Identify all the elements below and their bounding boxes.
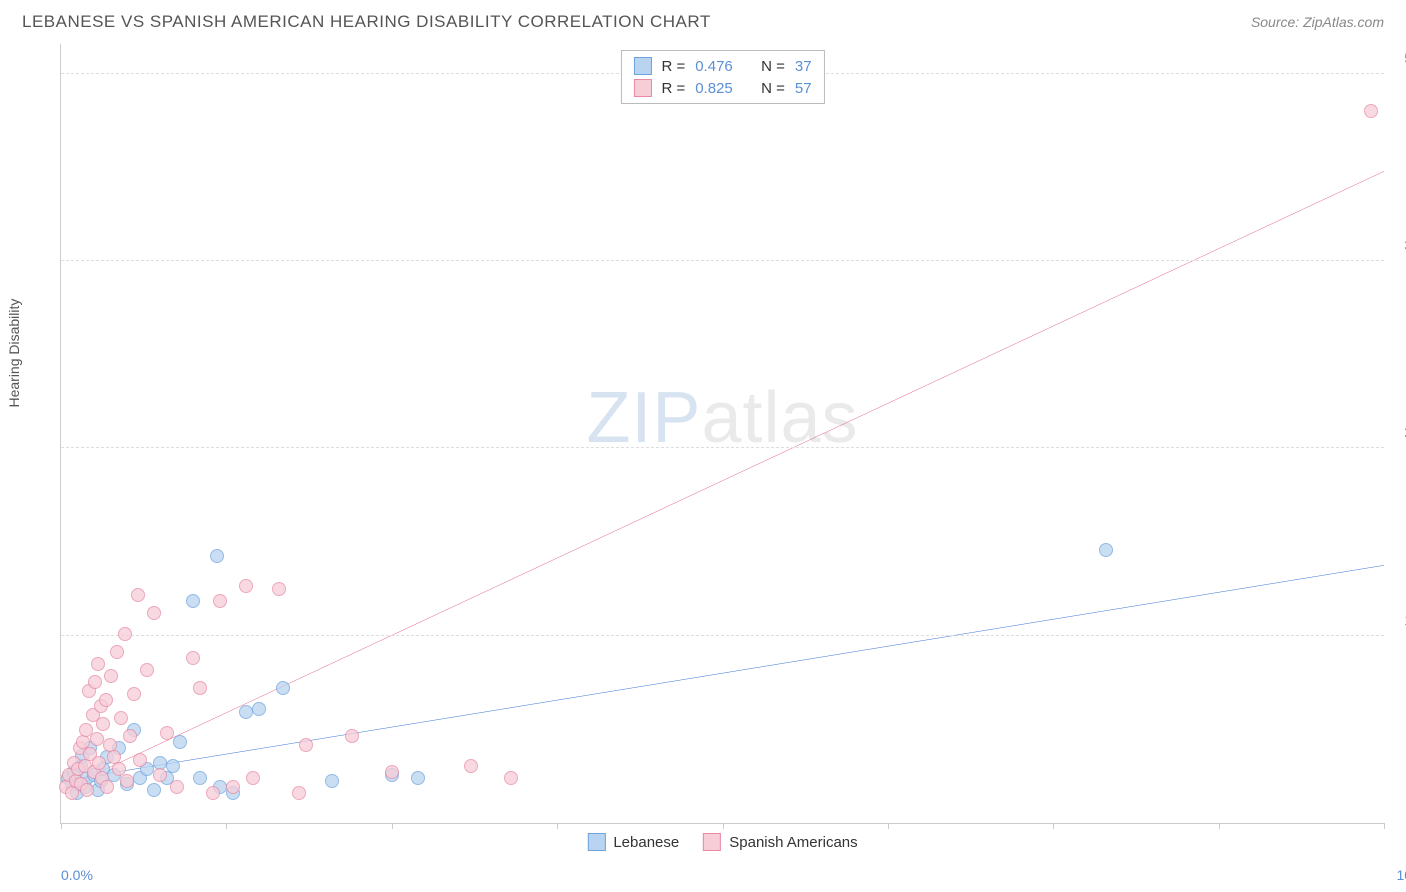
gridline: [61, 260, 1384, 261]
chart-title: LEBANESE VS SPANISH AMERICAN HEARING DIS…: [22, 12, 711, 32]
scatter-point: [206, 786, 220, 800]
scatter-point: [147, 783, 161, 797]
n-value-series2: 57: [795, 80, 812, 97]
x-tick: [1384, 823, 1385, 829]
legend-label-series1: Lebanese: [613, 834, 679, 851]
chart-header: LEBANESE VS SPANISH AMERICAN HEARING DIS…: [0, 0, 1406, 40]
chart-source: Source: ZipAtlas.com: [1251, 14, 1384, 30]
watermark-part2: atlas: [701, 378, 858, 458]
trend-line: [61, 565, 1384, 781]
scatter-point: [140, 663, 154, 677]
scatter-point: [120, 774, 134, 788]
x-tick: [392, 823, 393, 829]
gridline: [61, 635, 1384, 636]
scatter-point: [385, 765, 399, 779]
x-tick-label-min: 0.0%: [61, 867, 93, 883]
legend-swatch-series1: [633, 57, 651, 75]
legend-stats: R = 0.476 N = 37 R = 0.825 N = 57: [620, 50, 824, 104]
scatter-point: [325, 774, 339, 788]
legend-label-series2: Spanish Americans: [729, 834, 857, 851]
scatter-point: [104, 669, 118, 683]
scatter-point: [92, 756, 106, 770]
plot-area: ZIPatlas R = 0.476 N = 37 R = 0.825 N = …: [60, 44, 1384, 824]
scatter-point: [239, 705, 253, 719]
x-tick: [557, 823, 558, 829]
chart-container: Hearing Disability ZIPatlas R = 0.476 N …: [22, 44, 1384, 864]
scatter-point: [118, 627, 132, 641]
scatter-point: [193, 681, 207, 695]
scatter-point: [127, 687, 141, 701]
scatter-point: [186, 651, 200, 665]
scatter-point: [123, 729, 137, 743]
scatter-point: [99, 693, 113, 707]
scatter-point: [133, 753, 147, 767]
gridline: [61, 447, 1384, 448]
x-tick: [1053, 823, 1054, 829]
scatter-point: [276, 681, 290, 695]
scatter-point: [464, 759, 478, 773]
legend-swatch-series2: [703, 833, 721, 851]
legend-swatch-series2: [633, 79, 651, 97]
y-tick-label: 37.5%: [1389, 237, 1406, 253]
scatter-point: [252, 702, 266, 716]
scatter-point: [160, 726, 174, 740]
n-label: N =: [761, 80, 785, 97]
scatter-point: [88, 675, 102, 689]
scatter-point: [166, 759, 180, 773]
x-tick: [226, 823, 227, 829]
scatter-point: [345, 729, 359, 743]
scatter-point: [210, 549, 224, 563]
scatter-point: [411, 771, 425, 785]
scatter-point: [213, 594, 227, 608]
scatter-point: [272, 582, 286, 596]
y-axis-label: Hearing Disability: [6, 299, 22, 408]
y-tick-label: 12.5%: [1389, 612, 1406, 628]
y-tick-label: 50.0%: [1389, 50, 1406, 66]
scatter-point: [173, 735, 187, 749]
n-label: N =: [761, 58, 785, 75]
x-tick: [723, 823, 724, 829]
r-label: R =: [661, 80, 685, 97]
scatter-point: [292, 786, 306, 800]
legend-swatch-series1: [587, 833, 605, 851]
n-value-series1: 37: [795, 58, 812, 75]
r-value-series1: 0.476: [695, 58, 733, 75]
scatter-point: [153, 768, 167, 782]
scatter-point: [504, 771, 518, 785]
scatter-point: [186, 594, 200, 608]
scatter-point: [110, 645, 124, 659]
legend-item: Lebanese: [587, 833, 679, 851]
scatter-point: [299, 738, 313, 752]
x-tick: [61, 823, 62, 829]
trend-line: [61, 171, 1384, 790]
scatter-point: [91, 657, 105, 671]
legend-stats-row: R = 0.476 N = 37: [633, 55, 811, 77]
scatter-point: [114, 711, 128, 725]
scatter-point: [100, 780, 114, 794]
scatter-point: [147, 606, 161, 620]
scatter-point: [226, 780, 240, 794]
watermark-part1: ZIP: [586, 378, 701, 458]
legend-stats-row: R = 0.825 N = 57: [633, 77, 811, 99]
scatter-point: [90, 732, 104, 746]
scatter-point: [1364, 104, 1378, 118]
r-value-series2: 0.825: [695, 80, 733, 97]
scatter-point: [193, 771, 207, 785]
scatter-point: [246, 771, 260, 785]
r-label: R =: [661, 58, 685, 75]
y-tick-label: 25.0%: [1389, 424, 1406, 440]
x-tick-label-max: 100.0%: [1384, 867, 1406, 883]
scatter-point: [239, 579, 253, 593]
scatter-point: [80, 783, 94, 797]
legend-item: Spanish Americans: [703, 833, 857, 851]
legend-series: Lebanese Spanish Americans: [587, 833, 857, 851]
x-tick: [1219, 823, 1220, 829]
x-tick: [888, 823, 889, 829]
scatter-point: [131, 588, 145, 602]
scatter-point: [96, 717, 110, 731]
scatter-point: [1099, 543, 1113, 557]
scatter-point: [170, 780, 184, 794]
